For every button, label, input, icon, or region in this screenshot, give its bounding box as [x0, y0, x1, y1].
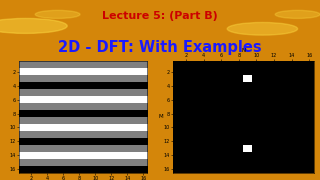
X-axis label: N: N — [241, 48, 245, 53]
Y-axis label: M: M — [158, 114, 163, 120]
Text: 2D - DFT: With Examples: 2D - DFT: With Examples — [58, 40, 262, 55]
Circle shape — [275, 10, 320, 18]
Circle shape — [227, 22, 298, 35]
Text: Lecture 5: (Part B): Lecture 5: (Part B) — [102, 11, 218, 21]
Circle shape — [0, 18, 67, 33]
Circle shape — [35, 10, 80, 18]
